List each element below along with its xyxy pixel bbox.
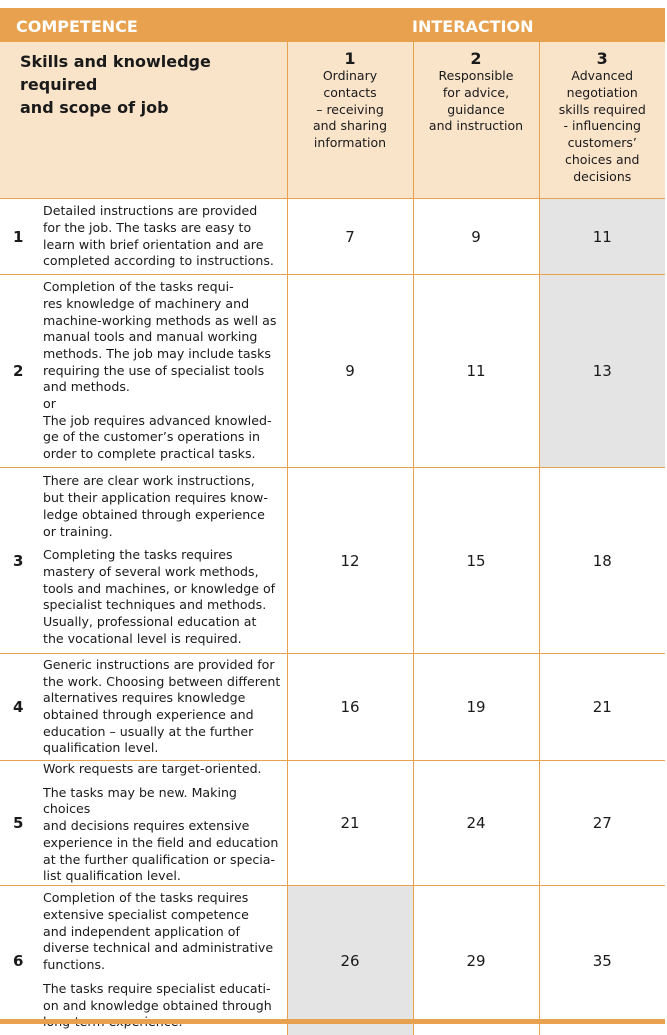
description-paragraph: Completion of the tasks requires extensi…: [43, 890, 274, 973]
table-row: 6 Completion of the tasks requires extens…: [0, 884, 665, 1035]
points-cell: 11: [412, 274, 539, 468]
competence-level: 4: [0, 653, 40, 761]
points-cell: 29: [412, 884, 539, 1035]
points-cell: 13: [538, 274, 665, 468]
description-paragraph: Generic instructions are provided for th…: [43, 656, 281, 756]
points-cell: 27: [538, 760, 665, 886]
points-cell: 35: [538, 884, 665, 1035]
row-header: Skills and knowledge required and scope …: [0, 42, 287, 199]
interaction-level-3: 3 Advanced negotiation skills required - …: [538, 42, 665, 199]
points-cell: 9: [412, 198, 539, 275]
interaction-level-1: 1 Ordinary contacts – receiving and shari…: [286, 42, 413, 199]
description-paragraph: Detailed instructions are provided for t…: [43, 203, 274, 269]
description-paragraph: Completion of the tasks requi- res knowl…: [43, 279, 277, 462]
competence-level: 5: [0, 760, 40, 886]
competence-description: Detailed instructions are provided for t…: [40, 198, 287, 275]
competence-description: There are clear work instructions, but t…: [40, 467, 287, 654]
table-row: 2 Completion of the tasks requi- res know…: [0, 274, 665, 468]
competence-description: Completion of the tasks requi- res knowl…: [40, 274, 287, 468]
points-cell: 24: [412, 760, 539, 886]
table-row: 3 There are clear work instructions, but …: [0, 467, 665, 654]
description-paragraph: There are clear work instructions, but t…: [43, 473, 268, 539]
description-paragraph: Work requests are target-oriented.: [43, 761, 262, 776]
points-cell: 26: [286, 884, 413, 1035]
competence-description: Work requests are target-oriented. The ta…: [40, 760, 287, 886]
points-cell: 21: [538, 653, 665, 761]
points-cell: 7: [286, 198, 413, 275]
header-row: Skills and knowledge required and scope …: [0, 42, 665, 199]
points-cell: 18: [538, 467, 665, 654]
points-cell: 16: [286, 653, 413, 761]
table-title-bar: COMPETENCE INTERACTION: [0, 8, 665, 42]
table-row: 1 Detailed instructions are provided for …: [0, 198, 665, 275]
interaction-heading: INTERACTION: [412, 17, 534, 36]
bottom-border: [0, 1019, 665, 1024]
competence-heading: COMPETENCE: [16, 17, 138, 36]
table-row: 4 Generic instructions are provided for t…: [0, 653, 665, 761]
competence-level: 2: [0, 274, 40, 468]
points-cell: 9: [286, 274, 413, 468]
competence-description: Completion of the tasks requires extensi…: [40, 884, 287, 1035]
competence-level: 6: [0, 884, 40, 1035]
points-cell: 11: [538, 198, 665, 275]
competence-interaction-table: Skills and knowledge required and scope …: [0, 42, 665, 1035]
competence-level: 3: [0, 467, 40, 654]
points-cell: 19: [412, 653, 539, 761]
competence-description: Generic instructions are provided for th…: [40, 653, 287, 761]
points-cell: 21: [286, 760, 413, 886]
points-cell: 15: [412, 467, 539, 654]
competence-level: 1: [0, 198, 40, 275]
description-paragraph: Completing the tasks requires mastery of…: [43, 547, 276, 646]
description-paragraph: The tasks require specialist educati- on…: [43, 980, 272, 1029]
points-cell: 12: [286, 467, 413, 654]
table-row: 5 Work requests are target-oriented. The t…: [0, 760, 665, 886]
description-paragraph: The tasks may be new. Making choices and…: [43, 784, 279, 884]
interaction-level-2: 2 Responsible for advice, guidance and in…: [412, 42, 539, 199]
